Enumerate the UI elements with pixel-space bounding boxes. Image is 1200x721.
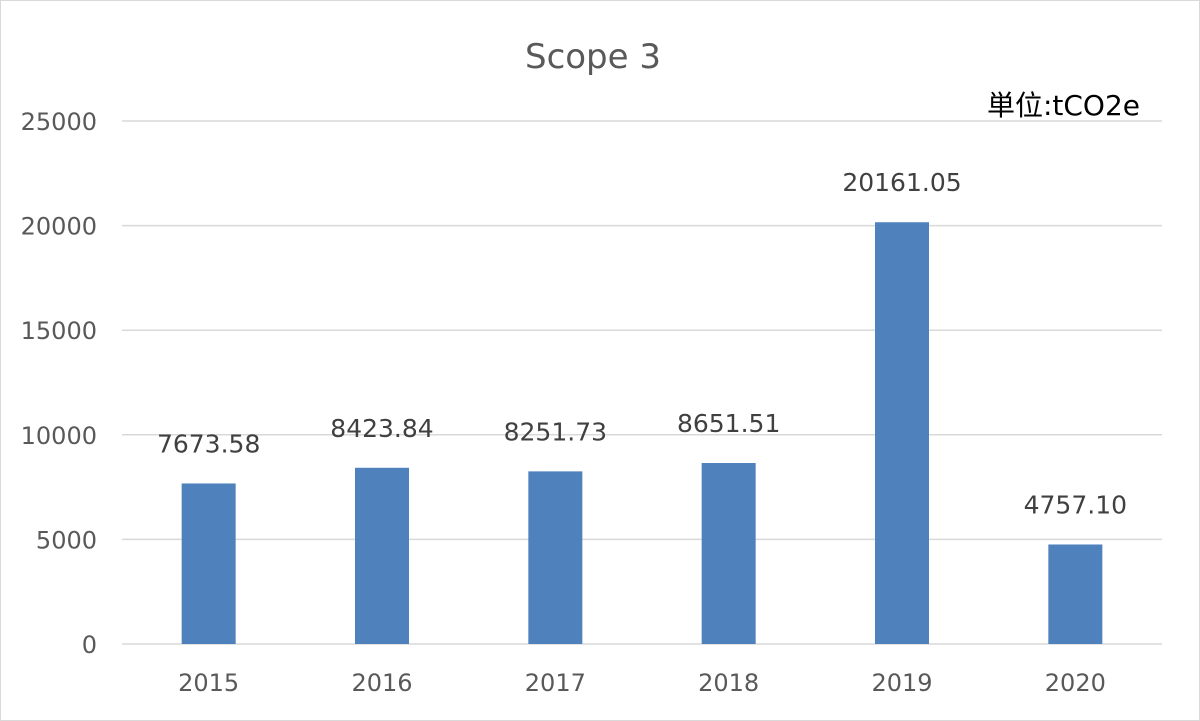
- bar-2017: [528, 471, 583, 644]
- data-label-2017: 8251.73: [504, 417, 607, 446]
- x-tick-label: 2016: [351, 669, 412, 697]
- x-axis-ticks: 2015 2016 2017 2018 2019 2020: [178, 669, 1106, 697]
- x-tick-label: 2019: [871, 669, 932, 697]
- x-tick-label: 2018: [698, 669, 759, 697]
- x-tick-label: 2020: [1045, 669, 1106, 697]
- y-tick-label: 15000: [21, 317, 97, 345]
- y-tick-label: 10000: [21, 422, 97, 450]
- y-tick-label: 20000: [21, 213, 97, 241]
- y-tick-label: 5000: [36, 526, 97, 554]
- bar-2015: [181, 483, 236, 644]
- data-label-2015: 7673.58: [157, 429, 260, 458]
- data-label-2018: 8651.51: [677, 409, 780, 438]
- bar-2016: [355, 467, 409, 644]
- bar-2019: [875, 222, 929, 644]
- gridlines: [122, 120, 1162, 645]
- data-label-2016: 8423.84: [330, 414, 433, 443]
- bar-2018: [701, 463, 756, 644]
- bars: [181, 222, 1103, 644]
- y-tick-label: 25000: [21, 108, 97, 136]
- chart-title: Scope 3: [525, 37, 661, 77]
- x-tick-label: 2017: [525, 669, 586, 697]
- y-tick-label: 0: [82, 631, 97, 659]
- y-axis-ticks: 0 5000 10000 15000 20000 25000: [21, 108, 97, 659]
- data-label-2019: 20161.05: [842, 168, 961, 197]
- data-labels: 7673.58 8423.84 8251.73 8651.51 20161.05 4757…: [157, 168, 1127, 519]
- x-tick-label: 2015: [178, 669, 239, 697]
- data-label-2020: 4757.10: [1024, 490, 1127, 519]
- bar-2020: [1048, 544, 1103, 644]
- unit-label: 単位:tCO2e: [987, 89, 1140, 122]
